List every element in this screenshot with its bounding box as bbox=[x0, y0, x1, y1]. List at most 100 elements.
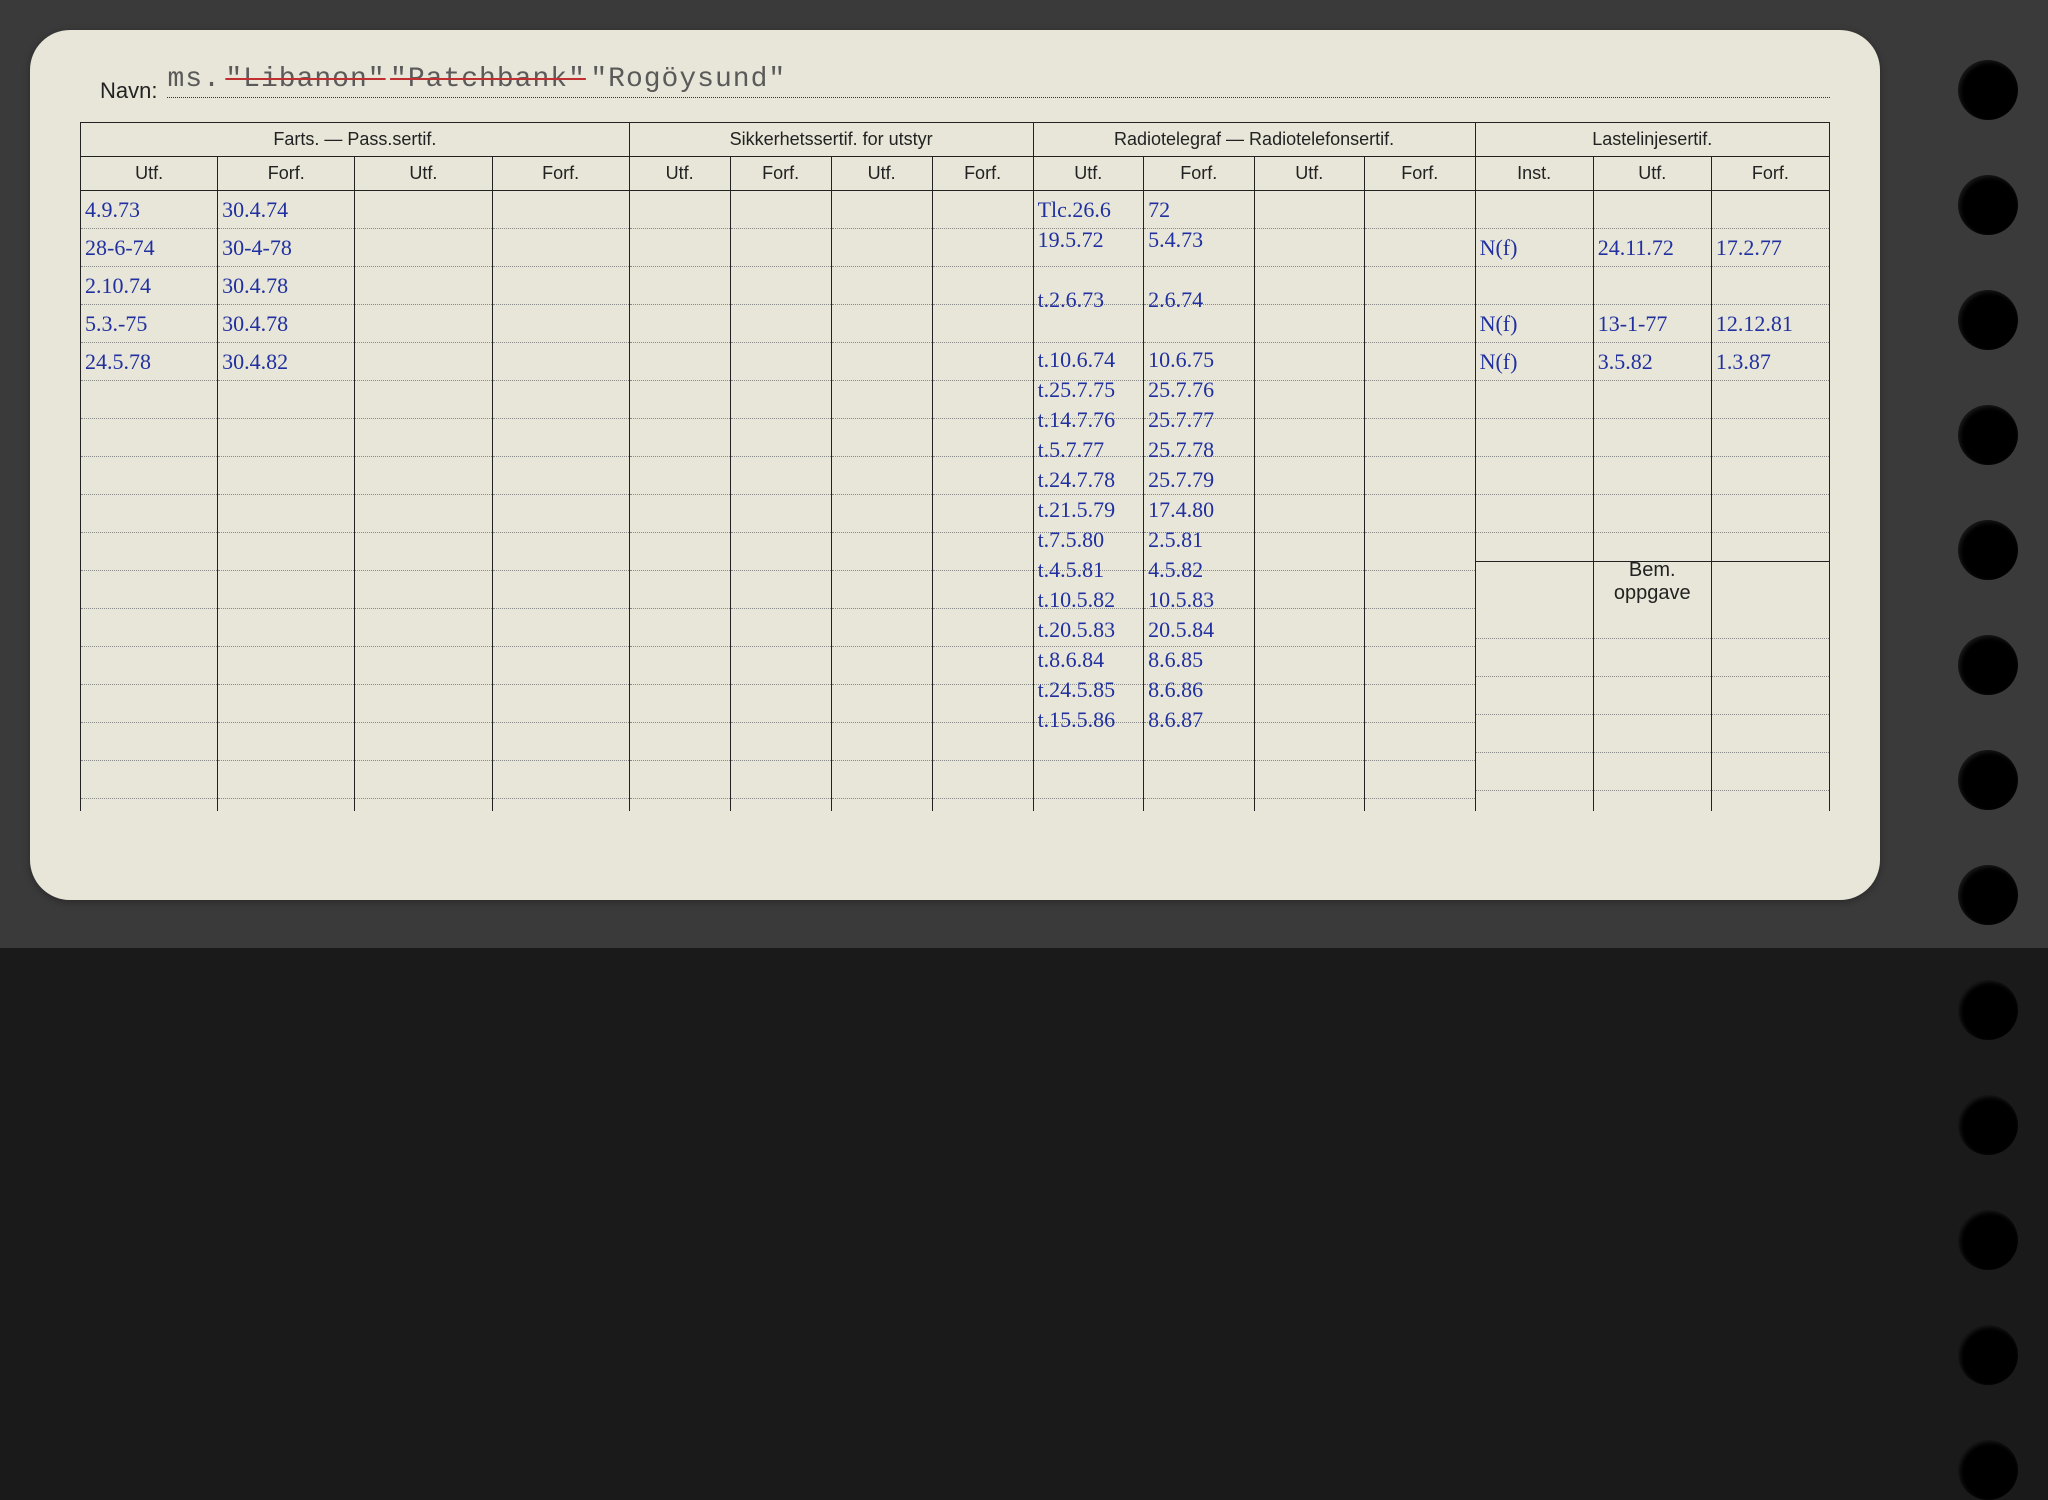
handwritten-entry: 30.4.74 bbox=[222, 199, 350, 221]
handwritten-entry: t.25.7.75 bbox=[1038, 379, 1140, 401]
navn-row: Navn: ms. "Libanon" "Patchbank" "Rogöysu… bbox=[80, 70, 1830, 104]
binder-hole bbox=[1958, 290, 2018, 350]
binder-hole bbox=[1958, 635, 2018, 695]
col-utf: Utf. bbox=[831, 157, 932, 191]
handwritten-entry: t.10.5.82 bbox=[1038, 589, 1140, 611]
certificate-table: Farts. — Pass.sertif. Sikkerhetssertif. … bbox=[80, 122, 1830, 811]
bem-oppgave-label: Bem. oppgave bbox=[1594, 561, 1711, 601]
handwritten-entry: 24.5.78 bbox=[85, 351, 213, 373]
handwritten-entry: t.5.7.77 bbox=[1038, 439, 1140, 461]
handwritten-entry: t.14.7.76 bbox=[1038, 409, 1140, 431]
cell-ll-inst: N(f) N(f) N(f) bbox=[1475, 191, 1593, 812]
binder-holes bbox=[1958, 60, 2018, 1500]
handwritten-entry: 2.6.74 bbox=[1148, 289, 1250, 311]
handwritten-entry: 1.3.87 bbox=[1716, 351, 1825, 373]
handwritten-entry: 30.4.78 bbox=[222, 313, 350, 335]
header-sikkerhet: Sikkerhetssertif. for utstyr bbox=[629, 123, 1033, 157]
col-utf: Utf. bbox=[355, 157, 492, 191]
col-utf: Utf. bbox=[1593, 157, 1711, 191]
binder-hole bbox=[1958, 865, 2018, 925]
navn-value-line: ms. "Libanon" "Patchbank" "Rogöysund" bbox=[167, 70, 1830, 98]
navn-prefix: ms. bbox=[167, 64, 220, 95]
handwritten-entry: Tlc.26.6 bbox=[1038, 199, 1140, 221]
handwritten-entry: 4.9.73 bbox=[85, 199, 213, 221]
navn-label: Navn: bbox=[100, 78, 157, 104]
col-forf: Forf. bbox=[492, 157, 629, 191]
cell-radio-utf1: Tlc.26.6 19.5.72 t.2.6.73 t.10.6.74 t.25.7.7… bbox=[1033, 191, 1144, 812]
cell-ll-utf: 24.11.7213-1-773.5.82 Bem. oppgave bbox=[1593, 191, 1711, 812]
col-utf: Utf. bbox=[81, 157, 218, 191]
bem-oppgave-label bbox=[1476, 561, 1593, 601]
cell-radio-utf2 bbox=[1254, 191, 1365, 812]
handwritten-entry: 8.6.87 bbox=[1148, 709, 1250, 731]
handwritten-entry: 24.11.72 bbox=[1598, 237, 1707, 259]
binder-hole bbox=[1958, 1095, 2018, 1155]
handwritten-entry: N(f) bbox=[1480, 313, 1589, 335]
handwritten-entry: 25.7.77 bbox=[1148, 409, 1250, 431]
binder-hole bbox=[1958, 175, 2018, 235]
handwritten-entry: t.10.6.74 bbox=[1038, 349, 1140, 371]
handwritten-entry: 19.5.72 bbox=[1038, 229, 1140, 251]
col-inst: Inst. bbox=[1475, 157, 1593, 191]
handwritten-entry: 20.5.84 bbox=[1148, 619, 1250, 641]
col-utf: Utf. bbox=[629, 157, 730, 191]
binder-hole bbox=[1958, 1210, 2018, 1270]
cell-radio-forf1: 725.4.732.6.7410.6.7525.7.7625.7.7725.7.… bbox=[1144, 191, 1255, 812]
handwritten-entry: 3.5.82 bbox=[1598, 351, 1707, 373]
handwritten-entry: N(f) bbox=[1480, 351, 1589, 373]
handwritten-entry: t.15.5.86 bbox=[1038, 709, 1140, 731]
cell-radio-forf2 bbox=[1365, 191, 1476, 812]
navn-current: "Rogöysund" bbox=[590, 64, 786, 95]
handwritten-entry: 8.6.85 bbox=[1148, 649, 1250, 671]
cell-farts-forf1: 30.4.74 30-4-78 30.4.78 30.4.78 30.4.82 bbox=[218, 191, 355, 812]
handwritten-entry: t.4.5.81 bbox=[1038, 559, 1140, 581]
handwritten-entry: t.21.5.79 bbox=[1038, 499, 1140, 521]
col-utf: Utf. bbox=[1033, 157, 1144, 191]
cell-farts-forf2 bbox=[492, 191, 629, 812]
handwritten-entry: t.24.5.85 bbox=[1038, 679, 1140, 701]
binder-hole bbox=[1958, 750, 2018, 810]
index-card: Navn: ms. "Libanon" "Patchbank" "Rogöysu… bbox=[30, 30, 1880, 900]
cell-ll-forf: 17.2.77 12.12.81 1.3.87 bbox=[1711, 191, 1829, 812]
handwritten-entry: 10.5.83 bbox=[1148, 589, 1250, 611]
col-utf: Utf. bbox=[1254, 157, 1365, 191]
header-radio: Radiotelegraf — Radiotelefonsertif. bbox=[1033, 123, 1475, 157]
handwritten-entry: 2.5.81 bbox=[1148, 529, 1250, 551]
handwritten-entry: 30.4.82 bbox=[222, 351, 350, 373]
handwritten-entry: 72 bbox=[1148, 199, 1250, 221]
col-forf: Forf. bbox=[730, 157, 831, 191]
handwritten-entry: 17.2.77 bbox=[1716, 237, 1825, 259]
handwritten-entry: N(f) bbox=[1480, 237, 1589, 259]
cell-sikk-utf1 bbox=[629, 191, 730, 812]
handwritten-entry: 2.10.74 bbox=[85, 275, 213, 297]
col-forf: Forf. bbox=[932, 157, 1033, 191]
col-forf: Forf. bbox=[1144, 157, 1255, 191]
binder-hole bbox=[1958, 405, 2018, 465]
bem-oppgave-label bbox=[1712, 561, 1829, 601]
handwritten-entry: 10.6.75 bbox=[1148, 349, 1250, 371]
handwritten-entry: t.20.5.83 bbox=[1038, 619, 1140, 641]
handwritten-entry: 28-6-74 bbox=[85, 237, 213, 259]
cell-sikk-forf1 bbox=[730, 191, 831, 812]
handwritten-entry: 17.4.80 bbox=[1148, 499, 1250, 521]
handwritten-entry: 8.6.86 bbox=[1148, 679, 1250, 701]
cell-farts-utf1: 4.9.73 28-6-74 2.10.74 5.3.-75 24.5.78 bbox=[81, 191, 218, 812]
handwritten-entry: 30-4-78 bbox=[222, 237, 350, 259]
binder-hole bbox=[1958, 1325, 2018, 1385]
handwritten-entry: 12.12.81 bbox=[1716, 313, 1825, 335]
binder-hole bbox=[1958, 60, 2018, 120]
header-lastelinje: Lastelinjesertif. bbox=[1475, 123, 1829, 157]
col-forf: Forf. bbox=[1711, 157, 1829, 191]
col-forf: Forf. bbox=[1365, 157, 1476, 191]
handwritten-entry: 5.4.73 bbox=[1148, 229, 1250, 251]
cell-sikk-forf2 bbox=[932, 191, 1033, 812]
handwritten-entry: t.7.5.80 bbox=[1038, 529, 1140, 551]
handwritten-entry: 25.7.78 bbox=[1148, 439, 1250, 461]
binder-hole bbox=[1958, 520, 2018, 580]
handwritten-entry: 5.3.-75 bbox=[85, 313, 213, 335]
cell-sikk-utf2 bbox=[831, 191, 932, 812]
handwritten-entry: t.2.6.73 bbox=[1038, 289, 1140, 311]
handwritten-entry: 30.4.78 bbox=[222, 275, 350, 297]
navn-struck-1: "Libanon" bbox=[225, 64, 385, 95]
binder-hole bbox=[1958, 1440, 2018, 1500]
